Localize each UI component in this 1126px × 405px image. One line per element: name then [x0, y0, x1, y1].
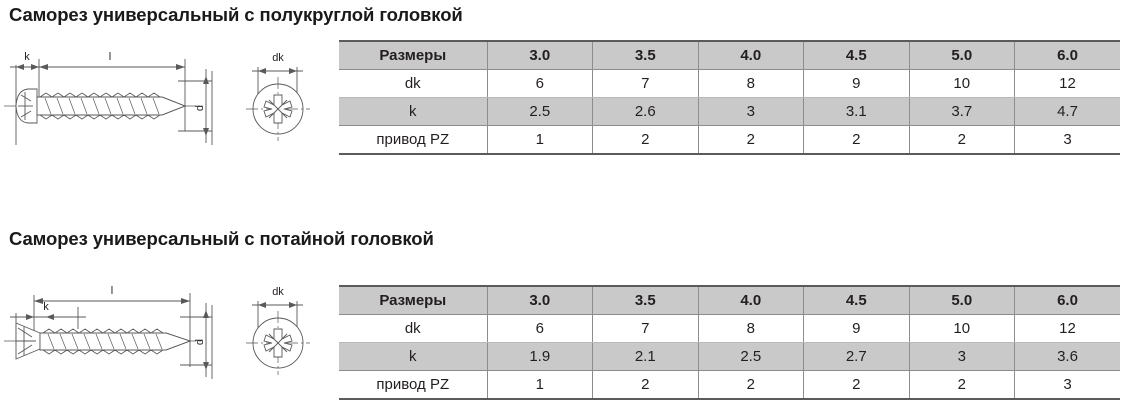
column-header-6.0: 6.0 [1014, 285, 1120, 315]
column-header-3.5: 3.5 [592, 40, 699, 70]
drawing-svg-countersunk-head: l k d dk [4, 285, 310, 379]
cell-dk-3.5: 7 [592, 69, 699, 98]
table-header-row: Размеры 3.0 3.5 4.0 4.5 5.0 6.0 [339, 40, 1120, 70]
cell-k-4.0: 3 [697, 97, 804, 126]
cell-k-4.0: 2.5 [697, 342, 804, 371]
dimension-label-l: l [111, 285, 113, 297]
cell-k-3.5: 2.6 [592, 97, 699, 126]
table-row: dk 6 7 8 9 10 12 [339, 314, 1120, 343]
cell-dk-6.0: 12 [1014, 314, 1120, 343]
column-header-4.5: 4.5 [803, 40, 910, 70]
dimension-label-d: d [194, 105, 206, 111]
row-label-dk: dk [339, 314, 488, 343]
row-label-k: k [339, 97, 488, 126]
table-row: привод PZ 1 2 2 2 2 3 [339, 370, 1120, 400]
column-header-6.0: 6.0 [1014, 40, 1120, 70]
table-row: k 1.9 2.1 2.5 2.7 3 3.6 [339, 342, 1120, 371]
cell-pz-4.0: 2 [697, 370, 804, 400]
section-title-pan-head: Саморез универсальный с полукруглой голо… [9, 4, 463, 25]
cell-pz-4.5: 2 [803, 125, 910, 155]
cell-pz-4.5: 2 [803, 370, 910, 400]
drawing-svg-pan-head: k l d dk [4, 51, 310, 145]
column-header-3.0: 3.0 [486, 40, 593, 70]
column-header-label: Размеры [339, 40, 488, 70]
cell-dk-5.0: 10 [908, 314, 1015, 343]
column-header-5.0: 5.0 [908, 40, 1015, 70]
cell-dk-3.5: 7 [592, 314, 699, 343]
cell-k-3.0: 2.5 [486, 97, 593, 126]
dimension-label-dk: dk [272, 52, 284, 64]
table-row: dk 6 7 8 9 10 12 [339, 69, 1120, 98]
cell-dk-6.0: 12 [1014, 69, 1120, 98]
cell-pz-5.0: 2 [908, 125, 1015, 155]
table-row: k 2.5 2.6 3 3.1 3.7 4.7 [339, 97, 1120, 126]
dimension-label-d: d [194, 339, 206, 345]
section-title-countersunk-head: Саморез универсальный с потайной головко… [9, 228, 434, 249]
column-header-5.0: 5.0 [908, 285, 1015, 315]
row-label-drive-pz: привод PZ [339, 370, 488, 400]
table-row: привод PZ 1 2 2 2 2 3 [339, 125, 1120, 155]
screw-section-pan-head: Саморез универсальный с полукруглой голо… [0, 4, 1120, 165]
cell-dk-4.5: 9 [803, 314, 910, 343]
cell-dk-4.0: 8 [697, 69, 804, 98]
cell-k-4.5: 3.1 [803, 97, 910, 126]
column-header-3.5: 3.5 [592, 285, 699, 315]
row-label-k: k [339, 342, 488, 371]
technical-drawing-pan-head: k l d dk [0, 45, 339, 165]
cell-pz-3.5: 2 [592, 125, 699, 155]
row-label-drive-pz: привод PZ [339, 125, 488, 155]
cell-dk-3.0: 6 [486, 69, 593, 98]
cell-pz-4.0: 2 [697, 125, 804, 155]
table-header-row: Размеры 3.0 3.5 4.0 4.5 5.0 6.0 [339, 285, 1120, 315]
dimension-label-k: k [24, 51, 30, 63]
cell-pz-6.0: 3 [1014, 125, 1120, 155]
cell-pz-3.0: 1 [486, 125, 593, 155]
cell-dk-5.0: 10 [908, 69, 1015, 98]
technical-drawing-countersunk-head: l k d dk [0, 275, 339, 405]
column-header-4.0: 4.0 [697, 285, 804, 315]
column-header-3.0: 3.0 [486, 285, 593, 315]
cell-pz-3.0: 1 [486, 370, 593, 400]
cell-k-4.5: 2.7 [803, 342, 910, 371]
spec-table-countersunk-head: Размеры 3.0 3.5 4.0 4.5 5.0 6.0 dk 6 7 8… [339, 285, 1120, 400]
spec-table-pan-head: Размеры 3.0 3.5 4.0 4.5 5.0 6.0 dk 6 7 8… [339, 40, 1120, 155]
cell-dk-4.0: 8 [697, 314, 804, 343]
column-header-4.0: 4.0 [697, 40, 804, 70]
cell-k-3.0: 1.9 [486, 342, 593, 371]
dimension-label-dk: dk [272, 286, 284, 298]
column-header-4.5: 4.5 [803, 285, 910, 315]
cell-k-5.0: 3.7 [908, 97, 1015, 126]
screw-section-countersunk-head: Саморез универсальный с потайной головко… [0, 225, 1126, 403]
dimension-label-l: l [109, 51, 111, 63]
cell-k-3.5: 2.1 [592, 342, 699, 371]
cell-dk-3.0: 6 [486, 314, 593, 343]
cell-pz-5.0: 2 [908, 370, 1015, 400]
cell-pz-3.5: 2 [592, 370, 699, 400]
cell-k-6.0: 4.7 [1014, 97, 1120, 126]
row-label-dk: dk [339, 69, 488, 98]
cell-k-6.0: 3.6 [1014, 342, 1120, 371]
cell-dk-4.5: 9 [803, 69, 910, 98]
dimension-label-k: k [43, 301, 49, 313]
column-header-label: Размеры [339, 285, 488, 315]
cell-k-5.0: 3 [908, 342, 1015, 371]
cell-pz-6.0: 3 [1014, 370, 1120, 400]
